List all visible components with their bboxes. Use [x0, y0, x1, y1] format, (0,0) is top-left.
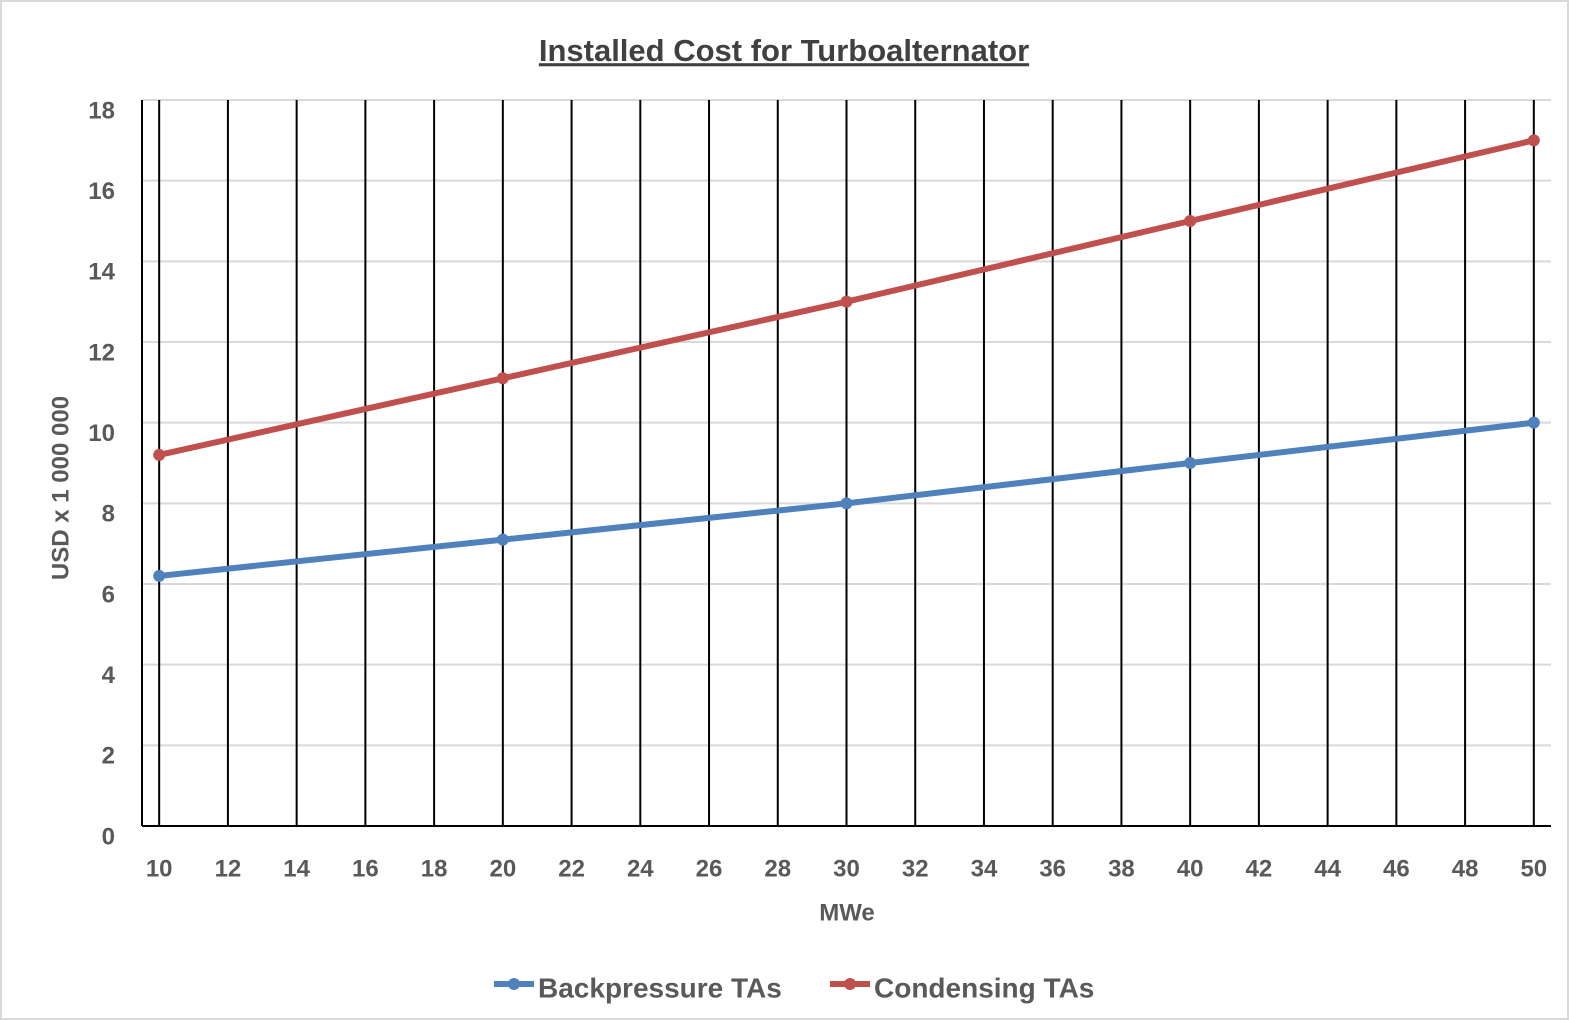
x-tick-label: 20 — [489, 855, 516, 882]
data-point — [1527, 134, 1540, 147]
y-tick-label: 12 — [88, 339, 115, 366]
data-point — [1184, 215, 1197, 227]
data-point — [1184, 457, 1197, 469]
x-axis-title: MWe — [819, 899, 875, 926]
chart-title: Installed Cost for Turboalternator — [539, 33, 1029, 68]
data-point — [496, 372, 509, 385]
data-point — [153, 569, 166, 582]
y-tick-label: 0 — [102, 823, 115, 850]
y-tick-label: 2 — [102, 743, 115, 770]
y-tick-label: 16 — [88, 178, 115, 205]
x-tick-label: 36 — [1039, 855, 1066, 882]
x-tick-label: 26 — [696, 855, 723, 882]
x-tick-label: 30 — [833, 855, 860, 882]
y-tick-label: 6 — [102, 581, 115, 608]
legend-label: Condensing TAs — [874, 972, 1094, 1003]
y-tick-label: 18 — [88, 97, 115, 124]
x-tick-label: 42 — [1246, 855, 1273, 882]
y-tick-label: 10 — [88, 420, 115, 447]
legend-marker — [844, 978, 856, 990]
y-tick-label: 4 — [102, 662, 116, 689]
legend-label: Backpressure TAs — [538, 972, 782, 1003]
x-tick-label: 28 — [764, 855, 791, 882]
data-point — [840, 295, 853, 308]
x-tick-label: 44 — [1314, 855, 1341, 882]
x-tick-label: 48 — [1452, 855, 1479, 882]
data-point — [496, 533, 509, 546]
y-tick-label: 14 — [88, 259, 115, 286]
x-tick-label: 46 — [1383, 855, 1410, 882]
x-tick-label: 22 — [558, 855, 585, 882]
x-tick-label: 16 — [352, 855, 379, 882]
x-tick-label: 18 — [421, 855, 448, 882]
x-tick-label: 12 — [215, 855, 242, 882]
x-tick-label: 10 — [146, 855, 173, 882]
y-tick-label: 8 — [102, 501, 115, 528]
x-tick-label: 50 — [1520, 855, 1547, 882]
x-tick-label: 40 — [1177, 855, 1204, 882]
x-tick-label: 34 — [971, 855, 998, 882]
x-tick-label: 38 — [1108, 855, 1135, 882]
x-tick-label: 14 — [283, 855, 310, 882]
x-tick-label: 32 — [902, 855, 929, 882]
x-tick-label: 24 — [627, 855, 654, 882]
data-point — [153, 448, 166, 461]
legend-marker — [508, 978, 520, 990]
data-point — [1527, 416, 1540, 429]
data-point — [840, 497, 853, 510]
y-axis-title: USD x 1 000 000 — [47, 396, 74, 580]
